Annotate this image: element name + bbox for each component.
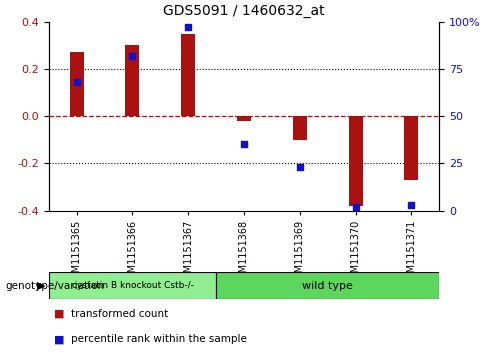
Point [407, 202, 415, 208]
Text: ■: ■ [54, 334, 64, 344]
Bar [125, 45, 140, 116]
Bar [237, 116, 251, 121]
Text: cystatin B knockout Cstb-/-: cystatin B knockout Cstb-/- [72, 281, 193, 290]
Bar [70, 53, 83, 116]
Bar [216, 272, 439, 299]
Point [73, 79, 81, 85]
Point [352, 204, 360, 210]
Text: ▶: ▶ [37, 281, 46, 291]
Bar [49, 272, 216, 299]
Text: wild type: wild type [302, 281, 353, 291]
Text: percentile rank within the sample: percentile rank within the sample [71, 334, 246, 344]
Point [184, 25, 192, 30]
Text: ■: ■ [54, 309, 64, 319]
Text: genotype/variation: genotype/variation [5, 281, 104, 291]
Point [240, 142, 248, 147]
Point [128, 53, 136, 59]
Point [296, 164, 304, 170]
Bar [181, 34, 195, 116]
Title: GDS5091 / 1460632_at: GDS5091 / 1460632_at [163, 4, 325, 18]
Bar [293, 116, 307, 140]
Bar [348, 116, 363, 206]
Bar [405, 116, 418, 180]
Text: transformed count: transformed count [71, 309, 168, 319]
